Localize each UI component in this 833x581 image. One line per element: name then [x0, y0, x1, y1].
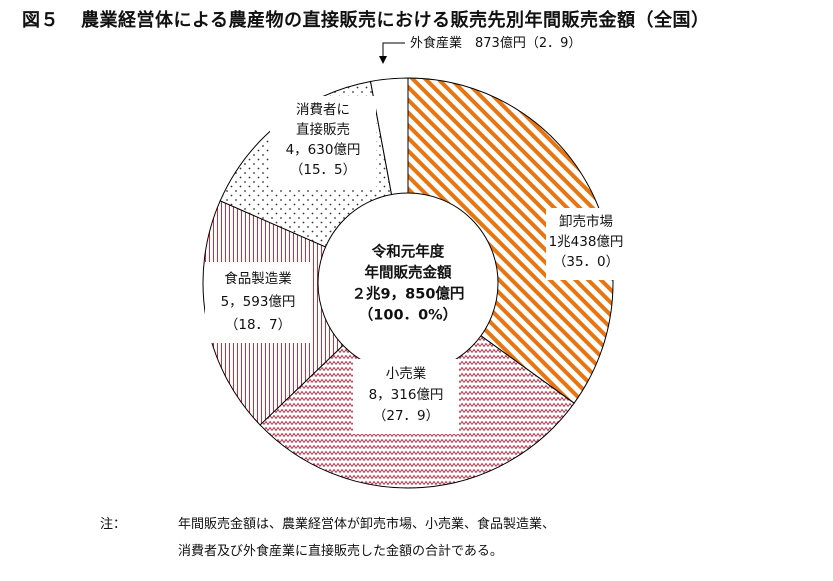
slice-label-line: （27．9）: [373, 408, 439, 424]
slice-label-3: 食品製造業 5，593億円 （18．7）: [205, 262, 311, 343]
slice-label-line: 1兆438億円: [549, 234, 624, 250]
slice-label-line: 8，316億円: [369, 387, 444, 403]
slice-label-line: 5，593億円: [221, 294, 296, 310]
slice-label-line: 卸売市場: [559, 213, 613, 230]
footnote-text-1: 年間販売金額は、農業経営体が卸売市場、小売業、食品製造業、: [178, 517, 556, 532]
slice-label-background: [546, 208, 626, 280]
center-label-line: （100．0%）: [359, 306, 457, 324]
slice-label-1: 卸売市場 1兆438億円 （35．0）: [546, 208, 626, 280]
footnote-text-2: 消費者及び外食産業に直接販売した金額の合計である。: [178, 544, 503, 559]
footnote-line-1: 注： 年間販売金額は、農業経営体が卸売市場、小売業、食品製造業、: [100, 513, 555, 532]
slice-label-line: 外食産業 873億円（2．9）: [410, 35, 581, 51]
figure-number: 図５: [22, 10, 59, 31]
slice-label-line: 直接販売: [296, 121, 350, 138]
chart-title: 図５ 農業経営体による農産物の直接販売における販売先別年間販売金額（全国）: [22, 6, 709, 32]
leader-arrow: [379, 42, 405, 64]
slice-label-background: [353, 359, 459, 434]
slice-label-line: 消費者に: [296, 102, 350, 118]
center-label-line: 年間販売金額: [365, 264, 452, 282]
center-label-line: ２兆9，850億円: [352, 285, 465, 303]
pie-slice-1: [407, 77, 614, 404]
slice-label-line: 小売業: [386, 366, 427, 382]
slice-label-2: 小売業 8，316億円 （27．9）: [353, 359, 459, 434]
donut-hole: [317, 192, 499, 374]
footnote-line-2: 消費者及び外食産業に直接販売した金額の合計である。: [178, 540, 503, 559]
slice-label-5: 外食産業 873億円（2．9）: [410, 35, 581, 51]
slice-label-line: 4，630億円: [286, 142, 361, 158]
title-text: 農業経営体による農産物の直接販売における販売先別年間販売金額（全国）: [81, 10, 710, 31]
slice-label-line: 食品製造業: [224, 270, 292, 287]
slice-label-line: （18．7）: [225, 317, 291, 333]
center-label-line: 令和元年度: [372, 243, 445, 261]
slice-label-line: （15．5）: [290, 162, 356, 178]
slice-label-line: （35．0）: [553, 254, 619, 270]
footnote-label: 注：: [100, 517, 127, 532]
slice-label-background: [270, 96, 376, 188]
slice-label-background: [205, 262, 311, 343]
